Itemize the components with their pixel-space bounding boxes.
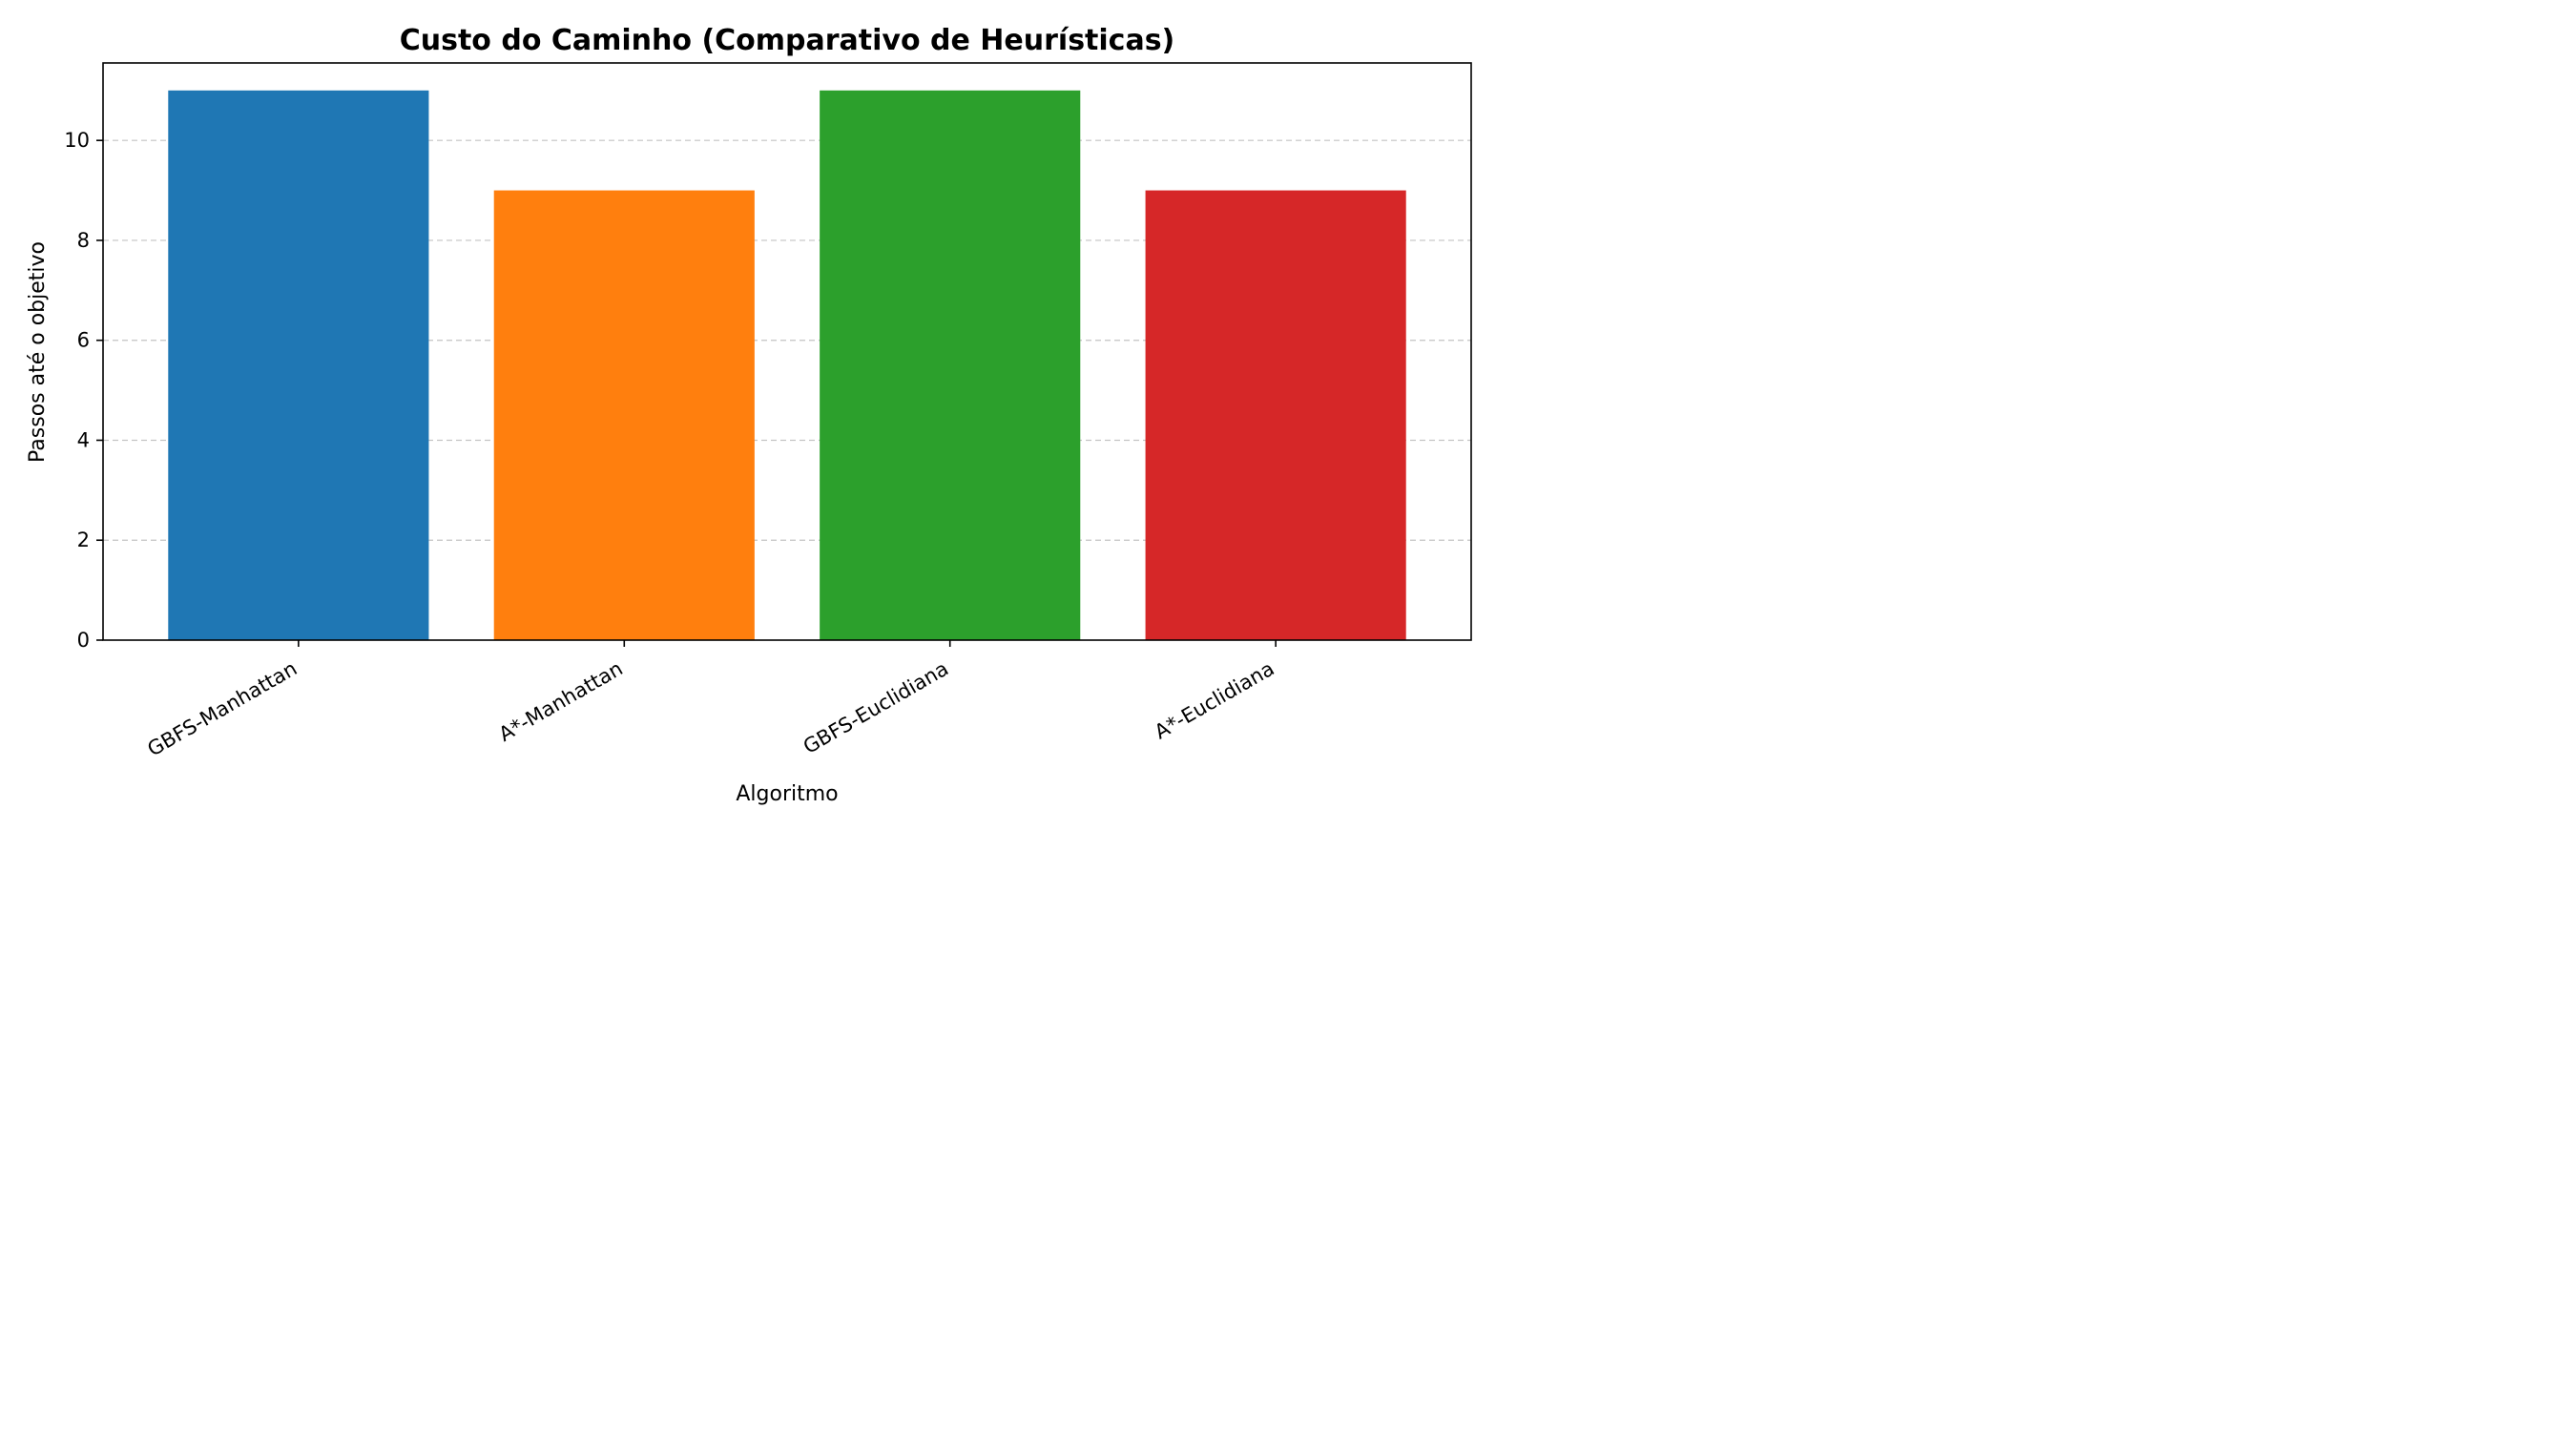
bar-gbfs-euclidiana (820, 90, 1081, 641)
x-tick-label: GBFS-Manhattan (144, 657, 301, 761)
x-axis-label: Algoritmo (736, 782, 838, 806)
bar-gbfs-manhattan (168, 90, 429, 641)
y-axis-ticks: 0 2 4 6 8 10 (64, 129, 103, 652)
y-tick-label: 6 (77, 329, 90, 352)
y-tick-label: 2 (77, 529, 90, 551)
y-tick-label: 10 (64, 129, 90, 152)
x-tick-label: A*-Manhattan (495, 657, 627, 747)
bar-a-manhattan (493, 190, 755, 641)
chart-title: Custo do Caminho (Comparativo de Heuríst… (400, 24, 1175, 57)
y-tick-label: 8 (77, 229, 90, 252)
chart: Custo do Caminho (Comparativo de Heuríst… (0, 0, 1492, 828)
bars (168, 90, 1406, 641)
plot-frame (102, 62, 1472, 641)
y-axis-label: Passos até o objetivo (26, 241, 50, 463)
y-tick-label: 4 (77, 428, 90, 451)
x-axis-ticks: GBFS-Manhattan A*-Manhattan GBFS-Euclidian… (144, 640, 1278, 761)
y-tick-label: 0 (77, 629, 90, 652)
bar-a-euclidiana (1145, 190, 1406, 641)
x-tick-label: GBFS-Euclidiana (800, 657, 952, 758)
bar-chart: Custo do Caminho (Comparativo de Heuríst… (26, 24, 1472, 806)
x-tick-label: A*-Euclidiana (1151, 657, 1278, 744)
